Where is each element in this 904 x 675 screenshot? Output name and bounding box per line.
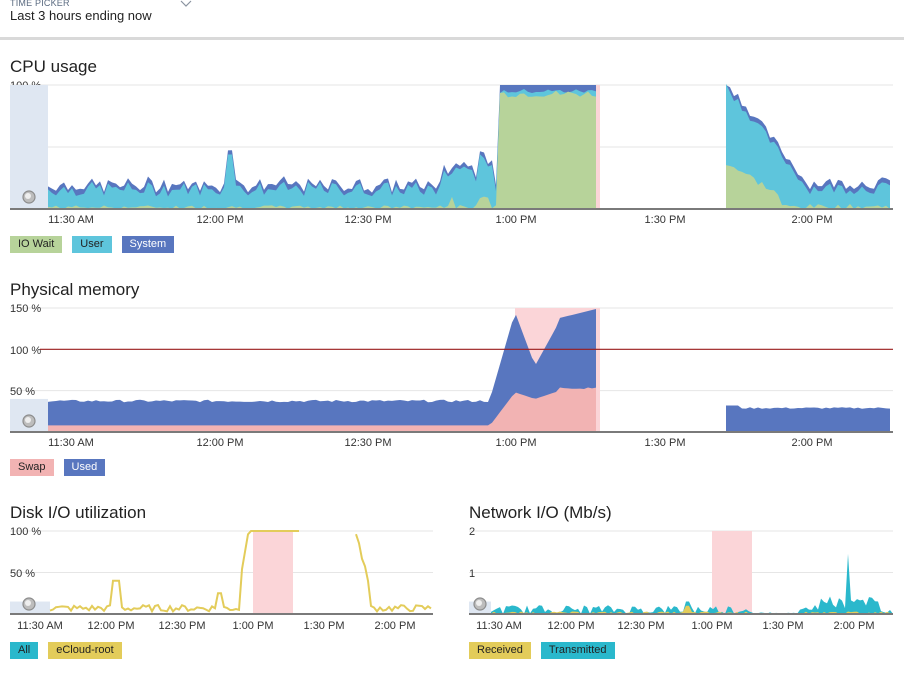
time-picker-value[interactable]: Last 3 hours ending now xyxy=(10,8,152,23)
time-picker-label: TIME PICKER xyxy=(10,0,70,8)
mem-x-tick-4: 1:30 PM xyxy=(645,437,686,449)
mem-x-tick-2: 12:30 PM xyxy=(344,437,391,449)
net-alert-band xyxy=(712,531,752,614)
net-x-tick-2: 12:30 PM xyxy=(617,620,664,632)
disk-alert-band xyxy=(253,531,293,614)
legend-used[interactable]: Used xyxy=(63,459,106,476)
disk-y-tick-100: 100 % xyxy=(10,526,41,538)
net-y-tick-1: 1 xyxy=(469,568,475,580)
cpu-selection-shade xyxy=(10,85,48,209)
time-picker[interactable]: TIME PICKER Last 3 hours ending now xyxy=(10,0,192,24)
mem-x-tick-1: 12:00 PM xyxy=(196,437,243,449)
disk-ecloud-root-series-1 xyxy=(355,533,432,613)
network-legend: Received Transmitted xyxy=(469,642,615,659)
cpu-iowait-series-2 xyxy=(726,165,890,209)
disk-x-tick-1: 12:00 PM xyxy=(87,620,134,632)
disk-legend: All eCloud-root xyxy=(10,642,122,659)
cpu-x-tick-4: 1:30 PM xyxy=(645,214,686,226)
legend-received[interactable]: Received xyxy=(469,642,531,659)
mem-swap-series xyxy=(48,387,596,432)
net-y-tick-2: 2 xyxy=(469,526,475,538)
mem-used-series-2 xyxy=(726,405,890,432)
net-x-tick-1: 12:00 PM xyxy=(547,620,594,632)
memory-chart-title: Physical memory xyxy=(10,280,140,299)
cpu-user-series-2 xyxy=(726,83,890,209)
legend-all[interactable]: All xyxy=(10,642,39,659)
legend-transmitted[interactable]: Transmitted xyxy=(540,642,615,659)
cpu-x-tick-3: 1:00 PM xyxy=(496,214,537,226)
disk-y-tick-50: 50 % xyxy=(10,568,35,580)
cpu-chart-title: CPU usage xyxy=(10,57,97,76)
cpu-legend: IO Wait User System xyxy=(10,236,175,253)
cpu-user-series xyxy=(48,89,596,209)
disk-ecloud-root-series-0 xyxy=(49,530,299,614)
mem-y-tick-150: 150 % xyxy=(10,303,41,315)
mem-y-tick-50: 50 % xyxy=(10,386,35,398)
cpu-x-tick-2: 12:30 PM xyxy=(344,214,391,226)
cpu-range-handle-inner xyxy=(25,193,31,199)
net-x-tick-5: 2:00 PM xyxy=(834,620,875,632)
mem-y-tick-100: 100 % xyxy=(10,345,41,357)
header-divider xyxy=(0,37,904,40)
cpu-x-tick-1: 12:00 PM xyxy=(196,214,243,226)
mem-x-tick-0: 11:30 AM xyxy=(48,437,94,449)
legend-ecloud-root[interactable]: eCloud-root xyxy=(48,642,122,659)
net-x-tick-0: 11:30 AM xyxy=(476,620,522,632)
cpu-iowait-series xyxy=(48,90,596,209)
disk-x-tick-3: 1:00 PM xyxy=(233,620,274,632)
disk-range-handle-inner xyxy=(25,600,31,606)
disk-x-tick-2: 12:30 PM xyxy=(158,620,205,632)
legend-swap[interactable]: Swap xyxy=(10,459,54,476)
disk-x-tick-5: 2:00 PM xyxy=(375,620,416,632)
cpu-x-tick-0: 11:30 AM xyxy=(48,214,94,226)
mem-range-handle-inner xyxy=(25,417,31,423)
legend-user[interactable]: User xyxy=(72,236,112,253)
net-range-handle-inner xyxy=(476,600,482,606)
legend-io-wait[interactable]: IO Wait xyxy=(10,236,63,253)
net-transmitted-series xyxy=(491,553,893,614)
mem-used-series xyxy=(48,308,596,432)
net-x-tick-3: 1:00 PM xyxy=(692,620,733,632)
net-x-tick-4: 1:30 PM xyxy=(763,620,804,632)
memory-legend: Swap Used xyxy=(10,459,106,476)
cpu-x-tick-5: 2:00 PM xyxy=(792,214,833,226)
disk-chart-title: Disk I/O utilization xyxy=(10,503,147,522)
disk-x-tick-4: 1:30 PM xyxy=(304,620,345,632)
chevron-down-icon[interactable] xyxy=(180,0,192,8)
legend-system[interactable]: System xyxy=(121,236,175,253)
mem-x-tick-5: 2:00 PM xyxy=(792,437,833,449)
disk-x-tick-0: 11:30 AM xyxy=(17,620,63,632)
mem-x-tick-3: 1:00 PM xyxy=(496,437,537,449)
network-chart-title: Network I/O (Mb/s) xyxy=(469,503,612,522)
